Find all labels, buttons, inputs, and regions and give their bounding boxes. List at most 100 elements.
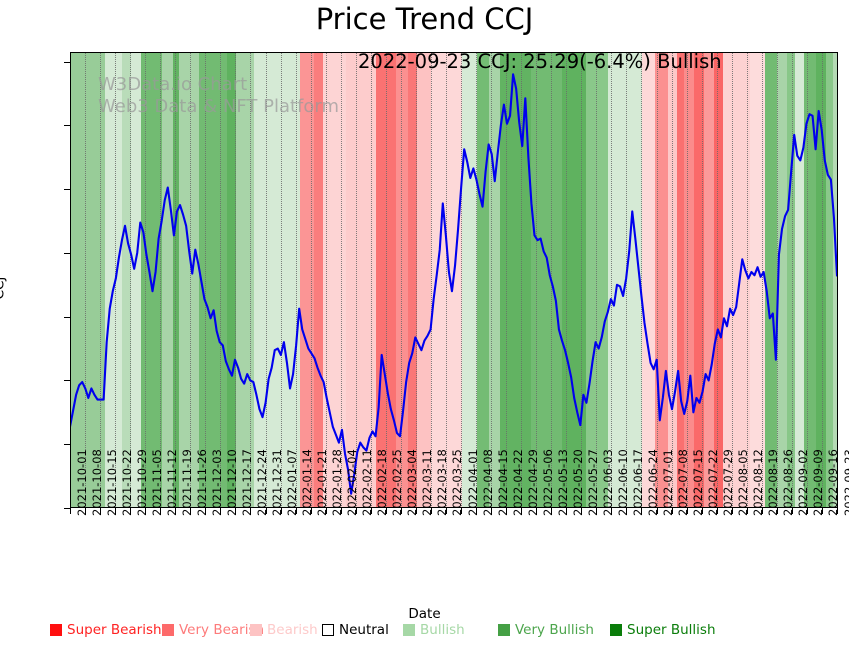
gridline — [190, 52, 192, 508]
regime-band — [162, 52, 174, 508]
gridline — [671, 52, 673, 508]
regime-band — [489, 52, 501, 508]
x-tick-mark — [205, 508, 207, 514]
gridline — [521, 52, 523, 508]
legend-label: Neutral — [339, 622, 389, 638]
x-tick-label: 2021-11-05 — [149, 449, 164, 516]
x-tick-mark — [130, 508, 132, 514]
gridline — [295, 52, 297, 508]
gridline — [506, 52, 508, 508]
x-tick-mark — [415, 508, 417, 514]
x-tick-mark — [716, 508, 718, 514]
x-tick-mark — [461, 508, 463, 514]
regime-band — [825, 52, 834, 508]
x-tick-mark — [611, 508, 613, 514]
x-tick-mark — [265, 508, 267, 514]
x-tick-mark — [506, 508, 508, 514]
gridline — [175, 52, 177, 508]
legend-entry[interactable]: Super Bearish — [50, 620, 162, 640]
x-tick-label: 2021-11-26 — [194, 449, 209, 516]
x-tick-label: 2022-09-16 — [826, 449, 841, 516]
gridline — [145, 52, 147, 508]
x-tick-label: 2022-04-01 — [465, 449, 480, 516]
legend-swatch — [162, 624, 174, 636]
x-tick-label: 2022-08-19 — [766, 449, 781, 516]
legend-entry[interactable]: Very Bearish — [162, 620, 264, 640]
y-tick-mark — [64, 444, 70, 446]
legend-entry[interactable]: Bullish — [403, 620, 465, 640]
x-tick-label: 2022-06-24 — [645, 449, 660, 516]
x-tick-label: 2021-10-08 — [89, 449, 104, 516]
gridline — [325, 52, 327, 508]
gridline — [731, 52, 733, 508]
gridline — [85, 52, 87, 508]
x-tick-mark — [190, 508, 192, 514]
regime-band — [749, 52, 766, 508]
x-tick-mark — [295, 508, 297, 514]
x-tick-mark — [536, 508, 538, 514]
gridline — [130, 52, 132, 508]
gridline — [265, 52, 267, 508]
regime-band — [684, 52, 695, 508]
legend-swatch — [322, 624, 334, 636]
regime-band — [461, 52, 478, 508]
x-tick-mark — [641, 508, 643, 514]
regime-band — [722, 52, 751, 508]
x-tick-mark — [731, 508, 733, 514]
y-tick-mark — [64, 189, 70, 191]
x-tick-label: 2022-05-13 — [555, 449, 570, 516]
regime-band — [713, 52, 724, 508]
x-tick-mark — [746, 508, 748, 514]
x-tick-label: 2021-11-19 — [179, 449, 194, 516]
legend-swatch — [50, 624, 62, 636]
regime-band — [693, 52, 705, 508]
x-tick-label: 2022-09-02 — [796, 449, 811, 516]
x-tick-label: 2022-05-06 — [540, 449, 555, 516]
y-tick-mark — [64, 252, 70, 254]
x-tick-label: 2022-07-01 — [661, 449, 676, 516]
legend-entry[interactable]: Neutral — [322, 620, 389, 640]
regime-band — [131, 52, 142, 508]
regime-band — [172, 52, 180, 508]
gridline — [400, 52, 402, 508]
x-tick-label: 2021-10-15 — [104, 449, 119, 516]
x-tick-mark — [235, 508, 237, 514]
x-tick-mark — [596, 508, 598, 514]
gridline — [566, 52, 568, 508]
gridline — [491, 52, 493, 508]
x-tick-label: 2022-07-22 — [706, 449, 721, 516]
x-tick-label: 2022-01-28 — [330, 449, 345, 516]
regime-band — [104, 52, 123, 508]
regime-band — [70, 52, 106, 508]
gridline — [536, 52, 538, 508]
price-polyline — [70, 73, 838, 495]
gridline — [686, 52, 688, 508]
regime-band — [765, 52, 778, 508]
regime-band — [561, 52, 587, 508]
legend-entry[interactable]: Super Bullish — [610, 620, 716, 640]
x-tick-label: 2021-10-01 — [74, 449, 89, 516]
regime-band — [314, 52, 325, 508]
gridline — [415, 52, 417, 508]
legend-entry[interactable]: Very Bullish — [498, 620, 594, 640]
gridline — [716, 52, 718, 508]
gridline — [806, 52, 808, 508]
regime-band — [179, 52, 200, 508]
x-tick-label: 2022-01-07 — [285, 449, 300, 516]
regime-band — [417, 52, 432, 508]
legend-entry[interactable]: Bearish — [250, 620, 318, 640]
x-tick-label: 2021-11-12 — [164, 449, 179, 516]
x-tick-label: 2022-08-26 — [781, 449, 796, 516]
gridline — [445, 52, 447, 508]
x-tick-label: 2022-01-21 — [315, 449, 330, 516]
regime-band — [254, 52, 301, 508]
x-tick-mark — [340, 508, 342, 514]
y-tick-mark — [64, 508, 70, 509]
regime-band — [199, 52, 229, 508]
gridline — [355, 52, 357, 508]
legend-label: Super Bullish — [627, 622, 716, 638]
x-tick-mark — [430, 508, 432, 514]
x-tick-mark — [566, 508, 568, 514]
x-tick-label: 2021-12-10 — [224, 449, 239, 516]
